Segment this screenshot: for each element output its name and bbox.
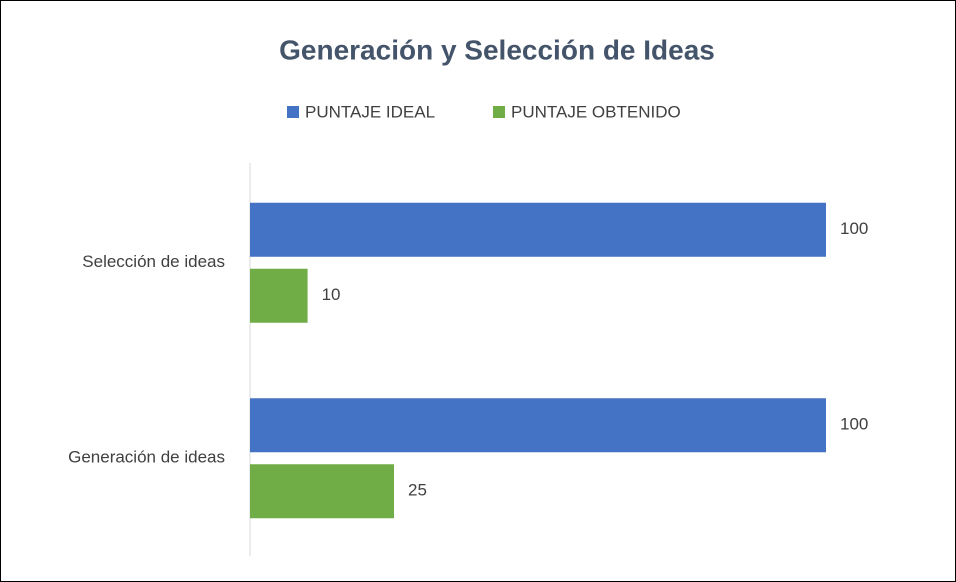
legend-label: PUNTAJE IDEAL bbox=[305, 102, 435, 121]
y-tick-label: Generación de ideas bbox=[68, 448, 225, 467]
legend-swatch bbox=[287, 106, 299, 118]
data-label: 100 bbox=[840, 415, 868, 434]
data-label: 10 bbox=[322, 285, 341, 304]
legend-label: PUNTAJE OBTENIDO bbox=[511, 102, 681, 121]
bar bbox=[250, 268, 308, 323]
data-label: 100 bbox=[840, 219, 868, 238]
bar bbox=[250, 202, 826, 257]
legend-swatch bbox=[493, 106, 505, 118]
chart-title: Generación y Selección de Ideas bbox=[279, 34, 715, 65]
bar bbox=[250, 398, 826, 453]
data-label: 25 bbox=[408, 481, 427, 500]
bar bbox=[250, 464, 394, 519]
y-tick-label: Selección de ideas bbox=[82, 252, 225, 271]
